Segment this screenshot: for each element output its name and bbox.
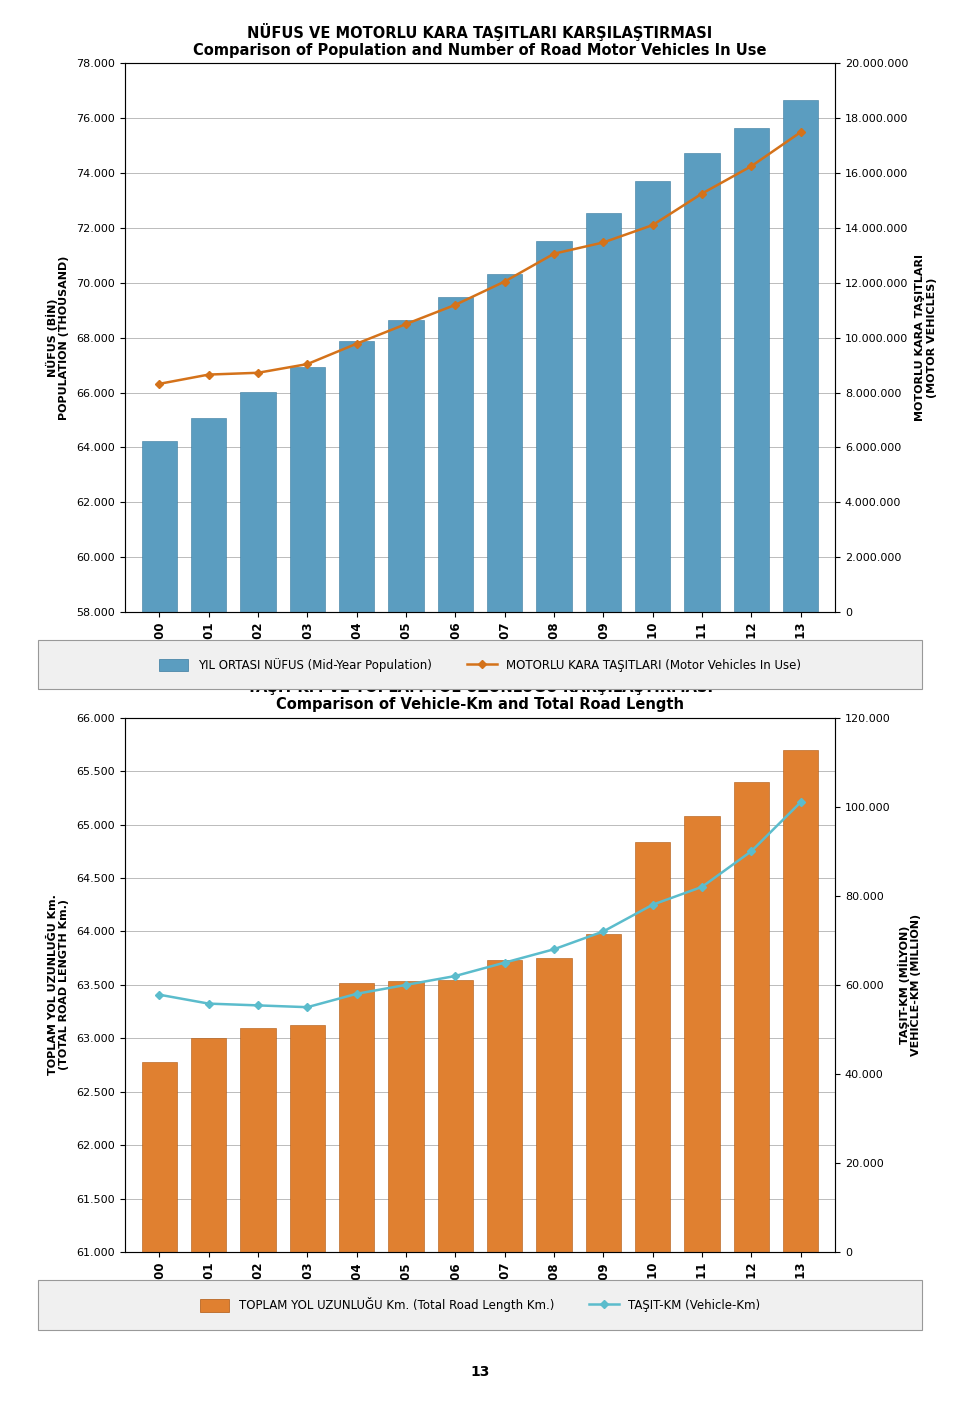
Bar	[733, 782, 769, 1407]
FancyBboxPatch shape	[38, 1280, 922, 1330]
Legend: TOPLAM YOL UZUNLUĞU Km. (Total Road Length Km.), TAŞIT-KM (Vehicle-Km): TOPLAM YOL UZUNLUĞU Km. (Total Road Leng…	[195, 1293, 765, 1317]
Bar	[290, 1026, 325, 1407]
Title: NÜFUS VE MOTORLU KARA TAŞITLARI KARŞILAŞTIRMASI
Comparison of Population and Num: NÜFUS VE MOTORLU KARA TAŞITLARI KARŞILAŞ…	[193, 23, 767, 58]
Bar	[635, 841, 670, 1407]
Text: 13: 13	[470, 1365, 490, 1379]
Bar	[388, 319, 423, 1407]
Bar	[191, 418, 227, 1407]
Bar	[438, 981, 473, 1407]
FancyBboxPatch shape	[38, 640, 922, 689]
Y-axis label: TOPLAM YOL UZUNLUĞU Km.
(TOTAL ROAD LENGTH Km.): TOPLAM YOL UZUNLUĞU Km. (TOTAL ROAD LENG…	[48, 895, 69, 1075]
Bar	[487, 274, 522, 1407]
Bar	[141, 1062, 177, 1407]
Bar	[141, 440, 177, 1407]
Bar	[388, 981, 423, 1407]
Bar	[339, 982, 374, 1407]
Bar	[635, 180, 670, 1407]
Y-axis label: MOTORLU KARA TAŞITLARI
(MOTOR VEHICLES): MOTORLU KARA TAŞITLARI (MOTOR VEHICLES)	[915, 255, 937, 421]
Bar	[537, 958, 572, 1407]
Bar	[684, 816, 720, 1407]
Bar	[290, 367, 325, 1407]
Bar	[487, 960, 522, 1407]
Legend: YIL ORTASI NÜFUS (Mid-Year Population), MOTORLU KARA TAŞITLARI (Motor Vehicles I: YIL ORTASI NÜFUS (Mid-Year Population), …	[155, 653, 805, 677]
Bar	[240, 393, 276, 1407]
Bar	[783, 750, 819, 1407]
Bar	[438, 297, 473, 1407]
Bar	[240, 1027, 276, 1407]
Bar	[586, 934, 621, 1407]
Bar	[537, 241, 572, 1407]
Bar	[733, 128, 769, 1407]
Bar	[684, 153, 720, 1407]
Title: TAŞIT-KM VE TOPLAM YOL UZUNLUĞU KARŞILAŞTIRMASI
Comparison of Vehicle-Km and Tot: TAŞIT-KM VE TOPLAM YOL UZUNLUĞU KARŞILAŞ…	[247, 677, 713, 712]
Bar	[783, 100, 819, 1407]
Bar	[191, 1038, 227, 1407]
Bar	[339, 342, 374, 1407]
Y-axis label: NÜFUS (BİN)
POPULATION (THOUSAND): NÜFUS (BİN) POPULATION (THOUSAND)	[45, 256, 69, 419]
Bar	[586, 212, 621, 1407]
Y-axis label: TAŞIT-KM (MİLYON)
VEHICLE-KM (MILLION): TAŞIT-KM (MİLYON) VEHICLE-KM (MILLION)	[898, 913, 922, 1057]
